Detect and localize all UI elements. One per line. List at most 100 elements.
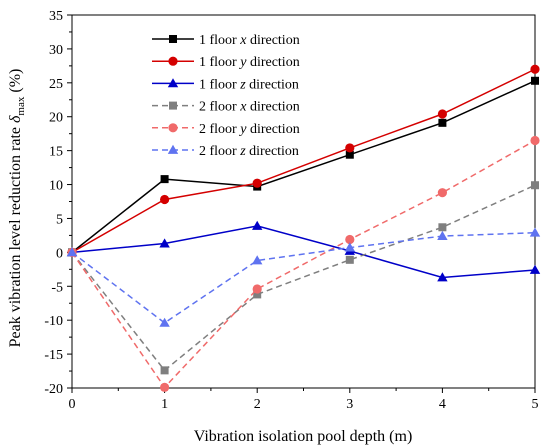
legend-marker	[167, 78, 179, 88]
x-tick-label: 5	[532, 397, 539, 412]
legend-label-floor: 2 floor	[199, 122, 240, 137]
legend-label: 1 floor z direction	[199, 77, 299, 92]
legend-label-direction: direction	[246, 100, 299, 115]
data-point	[252, 255, 263, 265]
data-point	[345, 234, 355, 245]
data-point	[252, 220, 263, 230]
legend-label-floor: 2 floor	[199, 100, 240, 115]
legend-marker	[167, 144, 179, 154]
series-2-floor-z-direction	[66, 227, 541, 327]
plot-frame	[71, 14, 536, 389]
legend-label-floor: 1 floor	[199, 55, 240, 70]
data-point	[438, 223, 447, 232]
data-point	[345, 143, 355, 153]
data-point	[531, 181, 539, 190]
legend-item-2-floor-y-direction: 2 floor y direction	[152, 122, 300, 137]
y-tick-label: 10	[49, 179, 63, 194]
legend-item-1-floor-z-direction: 1 floor z direction	[152, 77, 299, 92]
legend-label-floor: 2 floor	[199, 144, 240, 159]
y-axis-title-suffix: (%)	[7, 69, 24, 97]
legend-label-axis: y	[238, 55, 247, 70]
legend-label-direction: direction	[246, 55, 299, 70]
y-tick-label: -5	[51, 280, 63, 295]
legend-label-floor: 1 floor	[199, 33, 240, 48]
legend-label-direction: direction	[246, 122, 299, 137]
data-point	[438, 118, 447, 127]
legend-marker	[169, 101, 177, 110]
data-point	[252, 284, 262, 294]
series-line	[71, 231, 536, 324]
x-tick-label: 1	[161, 397, 168, 412]
legend-marker	[168, 123, 178, 133]
data-point	[66, 247, 78, 257]
data-point	[160, 175, 169, 184]
series-line	[71, 68, 536, 254]
data-point	[160, 194, 170, 205]
legend-item-1-floor-x-direction: 1 floor x direction	[152, 33, 300, 48]
y-tick-label: 20	[49, 111, 63, 126]
series-line	[71, 80, 536, 253]
data-point	[160, 366, 169, 375]
legend-marker	[168, 56, 178, 66]
legend-item-2-floor-x-direction: 2 floor x direction	[152, 100, 300, 115]
y-tick-label: 35	[49, 9, 63, 24]
series-line	[71, 139, 536, 389]
y-tick-label: -10	[44, 314, 63, 329]
data-point	[530, 64, 540, 74]
legend-label-axis: x	[239, 100, 247, 115]
y-tick-label: -15	[44, 348, 63, 363]
series-1-floor-x-direction	[68, 76, 539, 257]
y-axis-title: Peak vibration level reduction rate δmax…	[7, 69, 27, 348]
y-tick-label: 15	[49, 145, 63, 160]
x-tick-label: 2	[254, 397, 261, 412]
data-point	[529, 227, 541, 237]
data-point	[344, 242, 355, 252]
data-point	[160, 382, 170, 392]
legend-item-1-floor-y-direction: 1 floor y direction	[152, 55, 300, 70]
data-point	[437, 109, 447, 119]
series-2-floor-y-direction	[67, 135, 540, 392]
data-point	[437, 272, 448, 282]
x-tick-label: 0	[69, 397, 76, 412]
legend-label: 2 floor x direction	[199, 100, 300, 115]
data-point	[159, 317, 170, 327]
legend-label-direction: direction	[246, 33, 299, 48]
x-tick-label: 3	[346, 397, 353, 412]
y-tick-label: -20	[44, 382, 63, 397]
y-axis-title-symbol: δ	[7, 115, 24, 123]
data-point	[437, 230, 448, 240]
data-point	[529, 264, 541, 274]
series-line	[71, 225, 536, 279]
data-point	[530, 135, 540, 146]
plot-area: 0 1 2 3 4 5 -20 -15 -10 -5 0 5 10 15 20 25 30 35	[44, 9, 541, 412]
series-2-floor-x-direction	[68, 181, 539, 375]
y-axis-title-prefix: Peak vibration level reduction rate	[7, 123, 24, 347]
legend-label-floor: 1 floor	[199, 77, 240, 92]
legend-label-axis: x	[239, 33, 247, 48]
y-tick-label: 25	[49, 77, 63, 92]
data-point	[345, 150, 354, 159]
legend-label: 2 floor y direction	[199, 122, 300, 137]
legend-label: 2 floor z direction	[199, 144, 299, 159]
data-point	[345, 255, 354, 264]
legend-item-2-floor-z-direction: 2 floor z direction	[152, 144, 299, 159]
series-line	[71, 184, 536, 372]
data-point	[437, 188, 447, 198]
legend-label-axis: z	[239, 144, 246, 159]
data-point	[253, 290, 262, 299]
legend-label-direction: direction	[246, 144, 299, 159]
series-1-floor-z-direction	[66, 220, 541, 282]
data-point	[252, 178, 262, 188]
y-tick-label: 0	[56, 246, 63, 261]
legend-marker	[169, 35, 177, 43]
y-axis-title-subscript: max	[15, 96, 27, 115]
y-tick-label: 30	[49, 43, 63, 58]
data-point	[159, 238, 170, 248]
legend-label: 1 floor x direction	[199, 33, 300, 48]
legend-label-direction: direction	[246, 77, 299, 92]
legend-label-axis: z	[239, 77, 246, 92]
series-1-floor-y-direction	[67, 64, 540, 257]
x-axis-title: Vibration isolation pool depth (m)	[194, 428, 413, 445]
